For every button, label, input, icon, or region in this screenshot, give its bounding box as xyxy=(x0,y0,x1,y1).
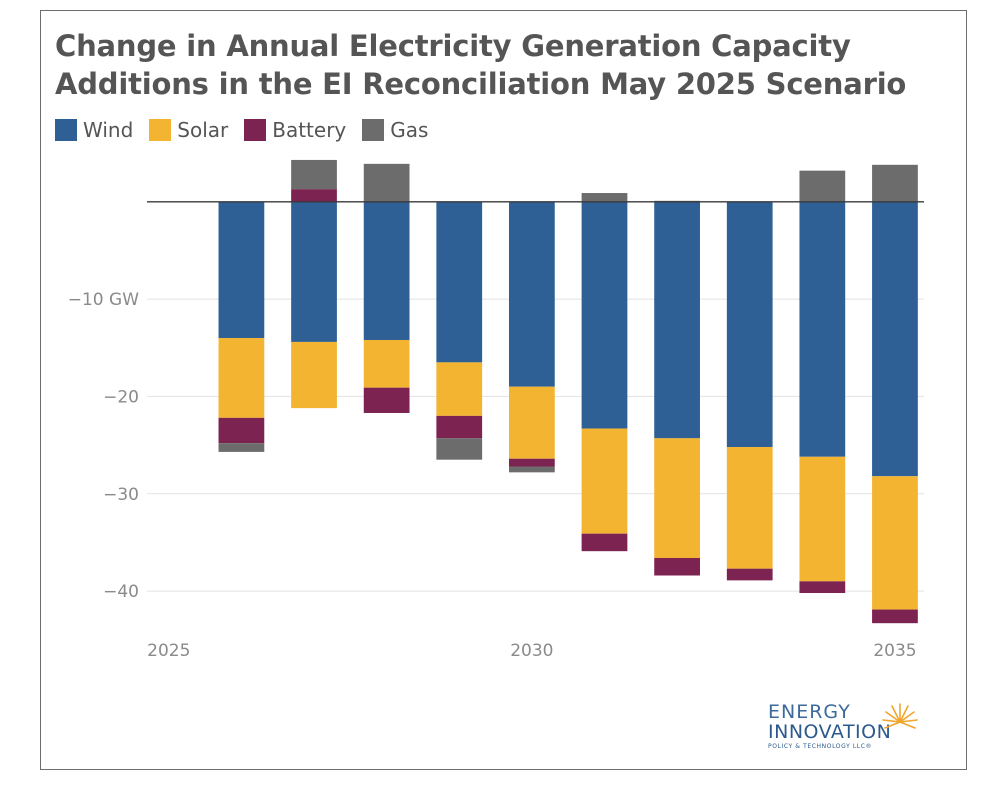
legend-swatch-wind xyxy=(55,119,77,141)
bar-battery-2028 xyxy=(363,387,410,413)
x-tick-label: 2035 xyxy=(873,641,916,661)
bar-wind-2028 xyxy=(363,201,410,340)
bar-wind-2026 xyxy=(218,201,265,339)
legend-swatch-solar xyxy=(149,119,172,141)
chart-legend: Wind Solar Battery Gas xyxy=(55,118,444,142)
bar-gas-2027 xyxy=(291,159,337,190)
x-tick-label: 2030 xyxy=(510,641,553,661)
bar-gas-2035 xyxy=(872,164,918,202)
chart-title: Change in Annual Electricity Generation … xyxy=(55,29,907,101)
bar-wind-2033 xyxy=(726,201,773,448)
bar-battery-2033 xyxy=(726,568,773,581)
legend-item-solar: Solar xyxy=(149,118,228,142)
bar-solar-2028 xyxy=(363,339,410,388)
bar-solar-2033 xyxy=(726,447,773,569)
legend-item-wind: Wind xyxy=(55,118,133,142)
bar-battery-2029 xyxy=(436,415,483,439)
bar-solar-2026 xyxy=(218,338,265,418)
bar-wind-2034 xyxy=(799,201,846,457)
bar-gas-2028 xyxy=(363,163,410,202)
bar-solar-2032 xyxy=(654,438,700,558)
bar-wind-2029 xyxy=(436,201,483,363)
bar-wind-2032 xyxy=(654,201,700,439)
bar-solar-2035 xyxy=(872,476,918,610)
legend-swatch-gas xyxy=(362,119,385,141)
bar-battery-2027 xyxy=(291,189,337,202)
bar-gas-2026 xyxy=(218,443,265,452)
logo-text-innovation: INNOVATION xyxy=(768,721,892,743)
bar-battery-2032 xyxy=(654,557,700,576)
bar-battery-2031 xyxy=(581,533,628,552)
company-logo: ENERGY INNOVATION POLICY & TECHNOLOGY LL… xyxy=(768,702,891,750)
logo-text-energy: ENERGY xyxy=(768,701,851,723)
bar-solar-2030 xyxy=(508,386,555,459)
legend-swatch-battery xyxy=(244,119,267,141)
bar-battery-2034 xyxy=(799,581,846,594)
bar-wind-2027 xyxy=(291,201,337,342)
sunburst-icon xyxy=(882,703,918,729)
legend-label-gas: Gas xyxy=(390,118,429,142)
bar-wind-2030 xyxy=(508,201,555,387)
y-tick-label: −30 xyxy=(103,485,139,505)
y-tick-label: −20 xyxy=(103,387,139,407)
bar-solar-2031 xyxy=(581,428,628,534)
bar-battery-2026 xyxy=(218,417,265,444)
bar-gas-2029 xyxy=(436,438,483,460)
x-tick-label: 2025 xyxy=(147,641,190,661)
legend-label-battery: Battery xyxy=(272,118,347,142)
bar-wind-2035 xyxy=(872,201,918,477)
bar-wind-2031 xyxy=(581,201,628,429)
bar-gas-2034 xyxy=(799,170,846,202)
bar-solar-2029 xyxy=(436,362,483,416)
bar-gas-2031 xyxy=(581,193,628,202)
logo-text-tagline: POLICY & TECHNOLOGY LLC® xyxy=(768,743,873,750)
legend-item-battery: Battery xyxy=(244,118,346,142)
bar-battery-2035 xyxy=(872,609,918,624)
bar-solar-2034 xyxy=(799,456,846,582)
legend-label-solar: Solar xyxy=(177,118,229,142)
legend-item-gas: Gas xyxy=(362,118,428,142)
y-tick-label: −10 GW xyxy=(68,290,139,310)
legend-label-wind: Wind xyxy=(83,118,134,142)
y-tick-label: −40 xyxy=(103,582,139,602)
bar-gas-2030 xyxy=(508,466,555,473)
bar-battery-2030 xyxy=(508,458,555,467)
bar-solar-2027 xyxy=(291,341,337,409)
